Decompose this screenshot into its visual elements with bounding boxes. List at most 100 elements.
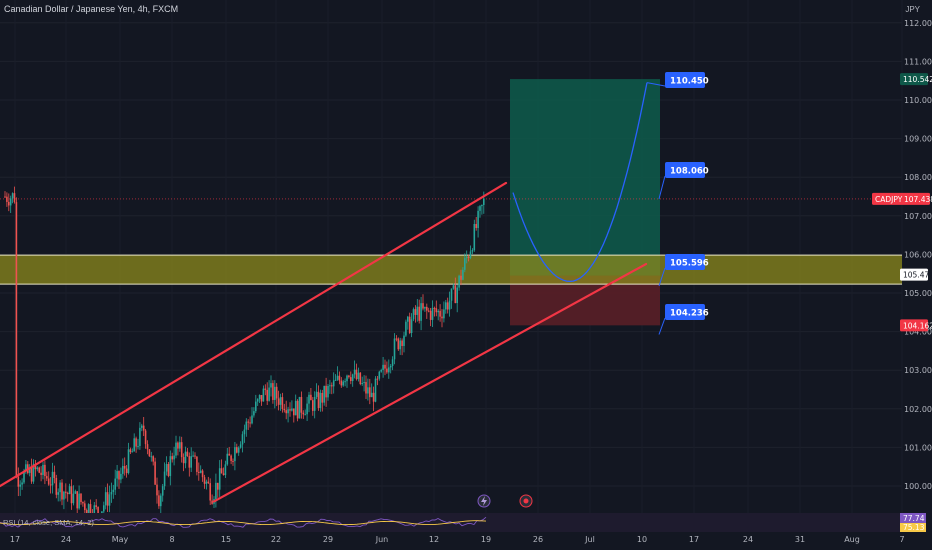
candle-body [131, 451, 134, 453]
y-tick-label: 103.000 [904, 366, 932, 375]
candle-body [84, 503, 86, 511]
candle-body [152, 456, 154, 462]
candle-body [256, 399, 259, 402]
candle-body [80, 493, 82, 503]
candle-body [414, 309, 417, 315]
candle-body [315, 391, 318, 397]
candle-body [348, 375, 350, 378]
y-tick-label: 106.000 [904, 250, 932, 259]
y-tick-label: 112.000 [904, 19, 932, 28]
candle-body [44, 464, 46, 477]
candle-body [165, 464, 168, 472]
candle-body [4, 196, 6, 198]
candle-body [175, 442, 177, 456]
candle-body [378, 371, 381, 379]
candle-body [382, 364, 384, 370]
y-tick-label: 108.000 [904, 173, 932, 182]
rsi-line [0, 516, 487, 528]
candle-body [464, 258, 466, 270]
candle-body [179, 442, 181, 449]
candle-body [19, 484, 21, 487]
candle-body [188, 456, 191, 468]
candle-body [184, 451, 187, 464]
candle-body [332, 380, 335, 387]
candle-body [338, 375, 341, 381]
candle-body [460, 275, 462, 280]
x-tick-label: 7 [899, 535, 904, 544]
last-price-symbol: CADJPY [875, 195, 903, 204]
candle-body [118, 471, 120, 480]
candle-body [465, 257, 468, 259]
candle-body [293, 408, 295, 416]
candle-body [319, 392, 322, 409]
candle-body [454, 285, 457, 304]
lightning-icon-glyph [481, 496, 487, 506]
candle-body [327, 385, 329, 398]
candle-body [306, 403, 308, 415]
candle-body [260, 394, 263, 402]
candle-body [218, 468, 221, 490]
x-tick-label: 24 [743, 535, 753, 544]
callout-box [665, 162, 705, 178]
candle-body [163, 471, 166, 487]
candle-body [141, 425, 143, 428]
candle-body [47, 478, 50, 485]
candle-body [448, 300, 451, 310]
candle-body [142, 425, 145, 431]
candle-body [391, 359, 394, 366]
candle-body [150, 456, 153, 458]
last-price-tag-bg [872, 192, 930, 205]
callout-pointer [658, 175, 666, 200]
candle-body [72, 493, 75, 504]
candle-body [42, 464, 44, 475]
candle-body [30, 467, 33, 482]
price-callout: 105.596 [658, 254, 709, 287]
candle-body [192, 455, 194, 457]
time-axis[interactable]: 17 24 May 8 15 22 29 Jun 12 19 26 Jul 10 17 24 31 Aug 7 [10, 535, 905, 544]
y-tick-label: 109.000 [904, 135, 932, 144]
candle-body [8, 201, 10, 206]
candle-body [450, 288, 453, 301]
candle-body [469, 251, 472, 258]
candle-body [38, 467, 40, 473]
x-tick-label: Aug [844, 535, 860, 544]
candle-body [173, 455, 175, 460]
x-tick-label: 17 [10, 535, 20, 544]
candle-body [437, 310, 439, 313]
candle-body [32, 463, 35, 482]
candle-body [420, 303, 422, 321]
candle-body [289, 409, 291, 411]
candle-body [161, 486, 164, 496]
candle-body [65, 491, 67, 493]
candle-body [116, 471, 118, 479]
candle-body [323, 385, 325, 403]
rsi-value-text: 77.74 [903, 514, 925, 523]
candle-body [177, 442, 179, 449]
rsi-value-tag-bg [900, 513, 926, 523]
price-axis[interactable]: 100.000 101.000 102.000 103.000 104.000 105.0… [872, 19, 932, 532]
candle-body [407, 316, 409, 322]
price-callout: 110.450 [646, 72, 709, 88]
candle-body [445, 302, 447, 310]
callout-pointer [646, 82, 666, 87]
candle-body [283, 408, 286, 411]
candle-body [308, 394, 310, 404]
candle-body [53, 471, 56, 478]
candle-body [253, 411, 255, 416]
x-tick-label: 24 [61, 535, 71, 544]
zone-price-tag-bg [900, 268, 928, 281]
x-tick-label: 12 [429, 535, 439, 544]
candle-body [331, 385, 333, 387]
candle-body [222, 473, 225, 476]
candle-body [209, 483, 211, 501]
candle-body [477, 210, 479, 229]
candle-body [483, 198, 485, 205]
candle-body [329, 385, 331, 387]
projection-curve-layer [512, 82, 648, 283]
candle-body [426, 306, 428, 311]
zones-layer [0, 79, 902, 326]
candle-body [228, 453, 230, 456]
candle-body [232, 460, 234, 462]
candle-body [146, 444, 149, 450]
